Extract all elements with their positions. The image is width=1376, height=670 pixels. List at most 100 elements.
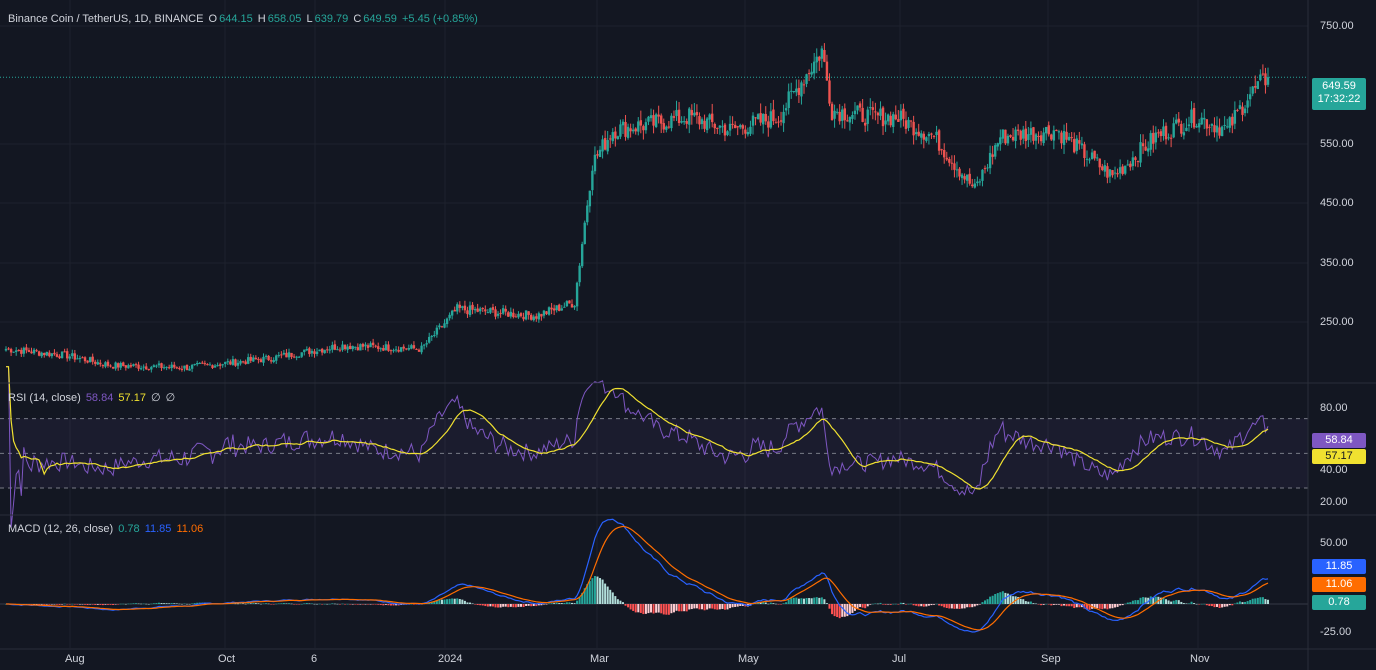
macd-histogram-bar xyxy=(973,604,976,607)
macd-histogram-bar xyxy=(1037,604,1040,605)
candle-body xyxy=(1037,135,1040,137)
macd-histogram-bar xyxy=(99,604,102,605)
macd-histogram-bar xyxy=(762,601,765,604)
price-pane[interactable] xyxy=(0,43,1308,373)
macd-histogram-bar xyxy=(894,603,897,605)
candle-body xyxy=(63,351,66,353)
candle-body xyxy=(647,116,650,122)
candle-body xyxy=(741,125,745,129)
candle-body xyxy=(695,111,699,116)
candle-body xyxy=(1172,123,1175,138)
candle-body xyxy=(147,368,150,370)
macd-histogram-bar xyxy=(522,604,525,608)
macd-histogram-bar xyxy=(514,604,517,608)
candle-body xyxy=(1121,166,1124,175)
candle-body xyxy=(1103,165,1107,172)
macd-histogram-bar xyxy=(239,603,242,604)
macd-histogram-bar xyxy=(864,604,867,609)
macd-histogram-bar xyxy=(1261,597,1264,604)
macd-histogram-bar xyxy=(981,602,984,604)
macd-histogram-bar xyxy=(629,604,632,610)
macd-histogram-bar xyxy=(66,604,69,605)
macd-histogram-bar xyxy=(871,603,874,605)
candle-body xyxy=(797,87,801,95)
macd-histogram-bar xyxy=(1165,599,1168,604)
candle-body xyxy=(1175,119,1178,124)
macd-histogram-bar xyxy=(463,600,466,604)
candle-body xyxy=(494,309,497,317)
candle-body xyxy=(445,318,449,325)
candle-body xyxy=(537,313,541,320)
macd-histogram-bar xyxy=(1017,596,1020,604)
macd-histogram-bar xyxy=(655,604,658,613)
macd-histogram-bar xyxy=(703,604,706,611)
rsi-pane[interactable] xyxy=(0,366,1308,529)
candle-body xyxy=(132,364,135,367)
macd-histogram-bar xyxy=(721,604,724,609)
macd-histogram-bar xyxy=(780,604,783,605)
candle-body xyxy=(522,316,525,320)
candle-body xyxy=(507,312,510,317)
macd-histogram-bar xyxy=(50,604,53,605)
candle-body xyxy=(1022,129,1025,139)
macd-histogram-bar xyxy=(433,601,436,604)
candle-body xyxy=(731,123,734,125)
macd-histogram-bar xyxy=(619,600,622,604)
macd-histogram-bar xyxy=(1085,604,1088,610)
candle-body xyxy=(784,108,788,111)
candle-body xyxy=(514,316,518,318)
candle-body xyxy=(535,316,538,319)
macd-histogram-bar xyxy=(410,603,413,605)
macd-histogram-bar xyxy=(277,603,280,604)
candle-body xyxy=(603,138,607,150)
macd-histogram-bar xyxy=(1208,604,1211,606)
macd-histogram-bar xyxy=(915,604,918,606)
macd-histogram-bar xyxy=(917,604,920,607)
candle-body xyxy=(1098,158,1101,168)
candle-body xyxy=(415,348,418,350)
macd-histogram-bar xyxy=(104,604,107,605)
macd-histogram-bar xyxy=(1068,604,1071,607)
candle-body xyxy=(540,314,543,317)
candle-body xyxy=(1006,135,1010,144)
macd-histogram-bar xyxy=(68,604,71,605)
macd-histogram-bar xyxy=(777,604,780,605)
candle-body xyxy=(1159,131,1163,137)
candle-body xyxy=(145,366,148,370)
macd-histogram-bar xyxy=(624,604,627,606)
macd-histogram-bar xyxy=(1200,603,1203,605)
candle-body xyxy=(1157,132,1160,134)
macd-histogram-bar xyxy=(955,604,958,609)
candle-body xyxy=(1162,126,1165,137)
macd-histogram-bar xyxy=(1159,597,1162,604)
candle-body xyxy=(863,122,867,126)
macd-histogram-bar xyxy=(152,603,155,604)
macd-histogram-bar xyxy=(1238,601,1241,604)
macd-histogram-bar xyxy=(1032,603,1035,604)
candle-body xyxy=(509,311,512,317)
macd-histogram-bar xyxy=(953,604,956,609)
macd-histogram-bar xyxy=(310,603,313,604)
candle-body xyxy=(802,84,806,86)
candle-body xyxy=(142,366,145,368)
candle-body xyxy=(652,115,655,126)
candle-body xyxy=(644,122,648,131)
macd-histogram-bar xyxy=(124,603,127,605)
macd-histogram-bar xyxy=(1050,604,1053,606)
candle-body xyxy=(1220,126,1224,137)
candle-body xyxy=(213,365,217,368)
macd-histogram-bar xyxy=(94,604,97,605)
macd-pane[interactable] xyxy=(0,518,1308,633)
rsi-title: RSI (14, close) xyxy=(8,392,81,404)
candle-body xyxy=(150,367,153,370)
candle-body xyxy=(76,358,79,360)
macd-histogram-bar xyxy=(1241,602,1244,604)
macd-histogram-bar xyxy=(861,604,864,608)
macd-histogram-bar xyxy=(1024,601,1027,604)
candle-body xyxy=(397,349,400,352)
macd-histogram-bar xyxy=(1139,597,1142,604)
candle-body xyxy=(295,356,298,358)
macd-histogram-bar xyxy=(927,604,930,606)
